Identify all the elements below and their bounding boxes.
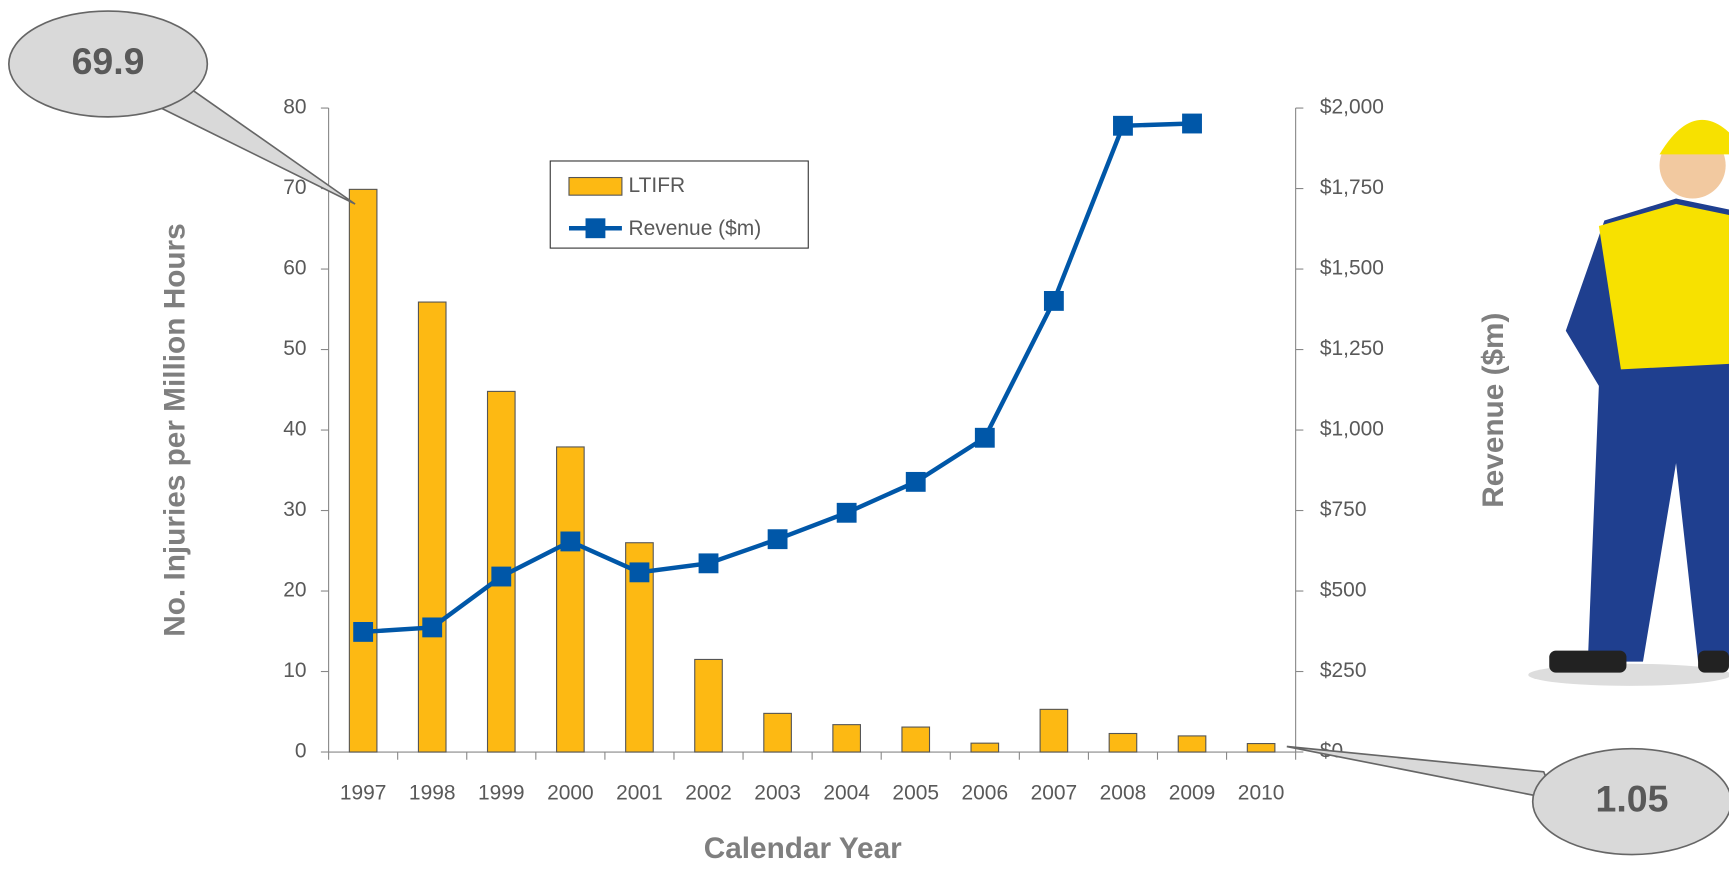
callout-bubble: [1531, 747, 1729, 856]
y-tick-label: 60: [283, 257, 306, 280]
x-tick-label: 2006: [962, 781, 1009, 804]
y2-tick-label: $2,000: [1320, 96, 1384, 119]
legend-label: Revenue ($m): [629, 217, 762, 240]
legend-swatch: [568, 176, 623, 196]
x-tick-label: 2008: [1100, 781, 1147, 804]
x-tick-label: 2003: [754, 781, 801, 804]
revenue-marker: [836, 502, 857, 523]
revenue-marker: [698, 553, 719, 574]
callout-bubble: [8, 10, 209, 118]
x-tick-label: 2007: [1031, 781, 1078, 804]
bar: [1246, 743, 1276, 753]
legend-marker: [585, 218, 606, 239]
revenue-marker: [560, 531, 581, 552]
x-tick-label: 2002: [685, 781, 732, 804]
y-tick-label: 0: [295, 740, 307, 763]
bar: [970, 742, 1000, 753]
y2-tick-label: $1,000: [1320, 418, 1384, 441]
bar: [832, 724, 861, 753]
bar: [763, 712, 792, 753]
x-tick-label: 1998: [409, 781, 456, 804]
y-tick-label: 70: [283, 176, 306, 199]
x-tick-label: 2005: [892, 781, 939, 804]
revenue-marker: [1182, 113, 1202, 134]
bar: [417, 301, 447, 753]
revenue-marker: [422, 617, 443, 638]
legend: LTIFR Revenue ($m): [549, 160, 809, 249]
y-tick-label: 80: [283, 96, 306, 119]
y2-tick-label: $500: [1320, 579, 1367, 602]
revenue-marker: [1043, 291, 1064, 311]
y2-tick-label: $1,750: [1320, 176, 1384, 199]
x-tick-label: 2009: [1169, 781, 1216, 804]
revenue-marker: [353, 621, 374, 642]
y2-axis-title: Revenue ($m): [1477, 313, 1510, 508]
x-tick-label: 1999: [478, 781, 525, 804]
y-tick-label: 40: [283, 418, 306, 441]
y-tick-label: 20: [283, 579, 306, 602]
legend-label: LTIFR: [629, 174, 686, 197]
revenue-marker: [629, 562, 650, 583]
x-tick-label: 2004: [823, 781, 870, 804]
x-tick-label: 2001: [616, 781, 663, 804]
x-tick-label: 2010: [1238, 781, 1285, 804]
y2-tick-label: $1,500: [1320, 257, 1384, 280]
y2-tick-label: $250: [1320, 659, 1367, 682]
y2-tick-label: $1,250: [1320, 337, 1384, 360]
worker-illustration: [1528, 119, 1729, 686]
callout-pointer: [152, 89, 356, 205]
revenue-marker: [974, 427, 995, 448]
bar: [1177, 735, 1207, 753]
revenue-marker: [1113, 115, 1133, 136]
callout-pointer: [1286, 745, 1557, 801]
bar: [694, 658, 723, 753]
callout-label: 1.05: [1595, 778, 1668, 820]
bar: [1039, 708, 1069, 753]
x-axis-title: Calendar Year: [704, 832, 902, 865]
x-tick-label: 1997: [340, 781, 387, 804]
y2-tick-label: $750: [1320, 498, 1367, 521]
revenue-marker: [905, 471, 926, 492]
bar: [901, 726, 931, 753]
y-tick-label: 50: [283, 337, 306, 360]
y-axis-title: No. Injuries per Million Hours: [158, 223, 191, 636]
revenue-marker: [767, 529, 788, 550]
bar: [556, 446, 585, 753]
y-tick-label: 10: [283, 659, 306, 682]
bar: [348, 188, 378, 753]
callout-label: 69.9: [72, 40, 145, 82]
revenue-marker: [491, 566, 512, 587]
x-tick-label: 2000: [547, 781, 594, 804]
bar: [1108, 732, 1138, 753]
y-tick-label: 30: [283, 498, 306, 521]
